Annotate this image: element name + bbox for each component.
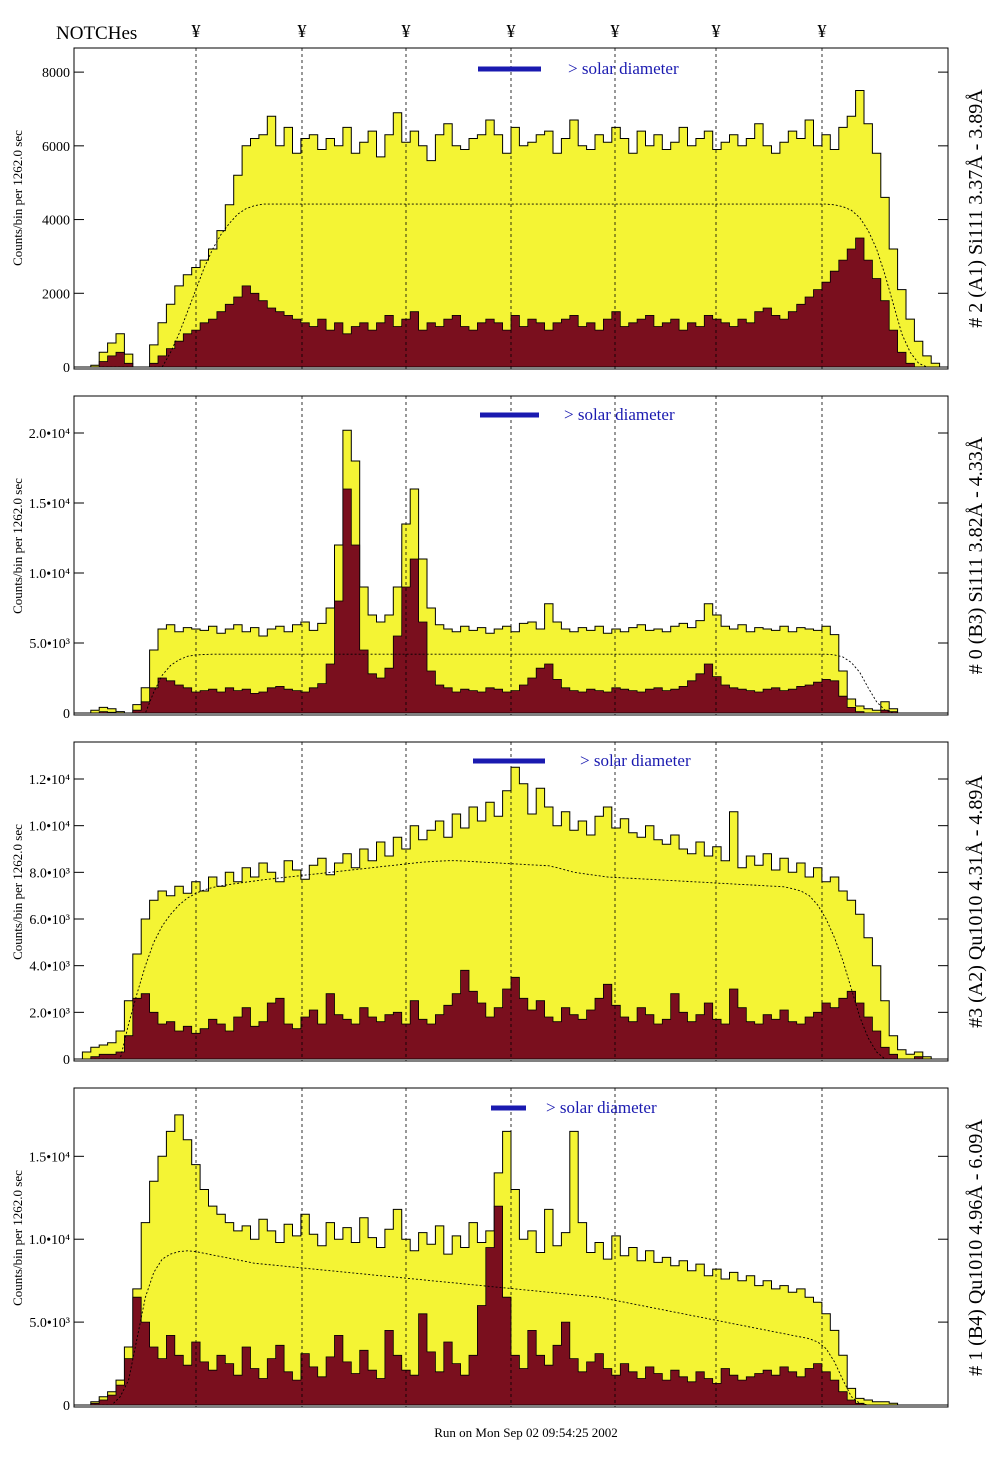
solar-diameter-label: > solar diameter: [546, 1098, 657, 1117]
notches-label: NOTCHes: [56, 23, 137, 44]
histogram-subset: [74, 237, 948, 368]
y-tick-label: 5.0•10³: [29, 1316, 70, 1331]
solar-diameter-label: > solar diameter: [564, 405, 675, 424]
notch-marker-5: ¥: [611, 21, 620, 41]
panel-title: # 0 (B3) Si111 3.82Å - 4.33Å: [965, 436, 987, 674]
panels: 0 2000 4000 6000 8000 Counts/bin per 1262.0 s…: [10, 47, 987, 1414]
notch-marker-3: ¥: [402, 21, 411, 41]
plot-frame: [73, 1087, 949, 1408]
y-axis-label: Counts/bin per 1262.0 sec: [10, 1170, 25, 1306]
solar-diameter-label: > solar diameter: [568, 59, 679, 78]
panel-3: 0 2.0•10³ 4.0•10³ 6.0•10³ 8.0•10³ 1.0•10⁴ 1.2•…: [10, 741, 987, 1068]
plot-frame: [73, 395, 949, 716]
y-tick-label: 1.2•10⁴: [29, 773, 70, 788]
y-tick-label: 0: [63, 361, 70, 376]
y-axis-label: Counts/bin per 1262.0 sec: [10, 130, 25, 266]
panel-2: 0 5.0•10³ 1.0•10⁴ 1.5•10⁴ 2.0•10⁴ Counts/bin …: [10, 395, 987, 722]
notch-marker-6: ¥: [712, 21, 721, 41]
y-tick-label: 0: [63, 1399, 70, 1414]
panel-4: 0 5.0•10³ 1.0•10⁴ 1.5•10⁴ Counts/bin per 126…: [10, 1087, 987, 1414]
panel-title: #3 (A2) Qu1010 4.31Å - 4.89Å: [965, 775, 987, 1028]
histogram-subset: [74, 488, 948, 714]
y-tick-label: 6000: [42, 140, 70, 155]
y-tick-label: 1.0•10⁴: [29, 567, 70, 582]
fit-curve: [78, 1250, 944, 1406]
y-axis-label: Counts/bin per 1262.0 sec: [10, 478, 25, 614]
notch-marker-4: ¥: [507, 21, 516, 41]
y-tick-label: 6.0•10³: [29, 913, 70, 928]
y-tick-label: 4.0•10³: [29, 960, 70, 975]
y-tick-label: 5.0•10³: [29, 637, 70, 652]
y-tick-label: 1.0•10⁴: [29, 820, 70, 835]
y-tick-label: 1.5•10⁴: [29, 497, 70, 512]
notch-marker-2: ¥: [298, 21, 307, 41]
plot-frame: [73, 741, 949, 1062]
y-tick-label: 1.0•10⁴: [29, 1233, 70, 1248]
y-axis-label: Counts/bin per 1262.0 sec: [10, 824, 25, 960]
panel-title: # 2 (A1) Si111 3.37Å - 3.89Å: [965, 89, 987, 328]
panel-title: # 1 (B4) Qu1010 4.96Å - 6.09Å: [965, 1119, 987, 1376]
y-tick-label: 2.0•10⁴: [29, 427, 70, 442]
notch-markers: ¥ ¥ ¥ ¥ ¥ ¥ ¥: [192, 21, 827, 41]
y-tick-label: 1.5•10⁴: [29, 1150, 70, 1165]
y-tick-label: 2000: [42, 287, 70, 302]
run-timestamp: Run on Mon Sep 02 09:54:25 2002: [434, 1425, 617, 1440]
y-tick-label: 0: [63, 1053, 70, 1068]
y-tick-label: 8.0•10³: [29, 866, 70, 881]
solar-diameter-label: > solar diameter: [580, 751, 691, 770]
y-tick-label: 4000: [42, 214, 70, 229]
y-tick-label: 0: [63, 707, 70, 722]
notch-marker-7: ¥: [818, 21, 827, 41]
plot-frame: [73, 47, 949, 370]
panel-1: 0 2000 4000 6000 8000 Counts/bin per 1262.0 s…: [10, 47, 987, 376]
fit-curve: [78, 860, 944, 1060]
y-tick-label: 8000: [42, 66, 70, 81]
histogram-total: [74, 429, 948, 714]
y-tick-label: 2.0•10³: [29, 1006, 70, 1021]
histogram-total: [74, 1114, 948, 1406]
notch-marker-1: ¥: [192, 21, 201, 41]
